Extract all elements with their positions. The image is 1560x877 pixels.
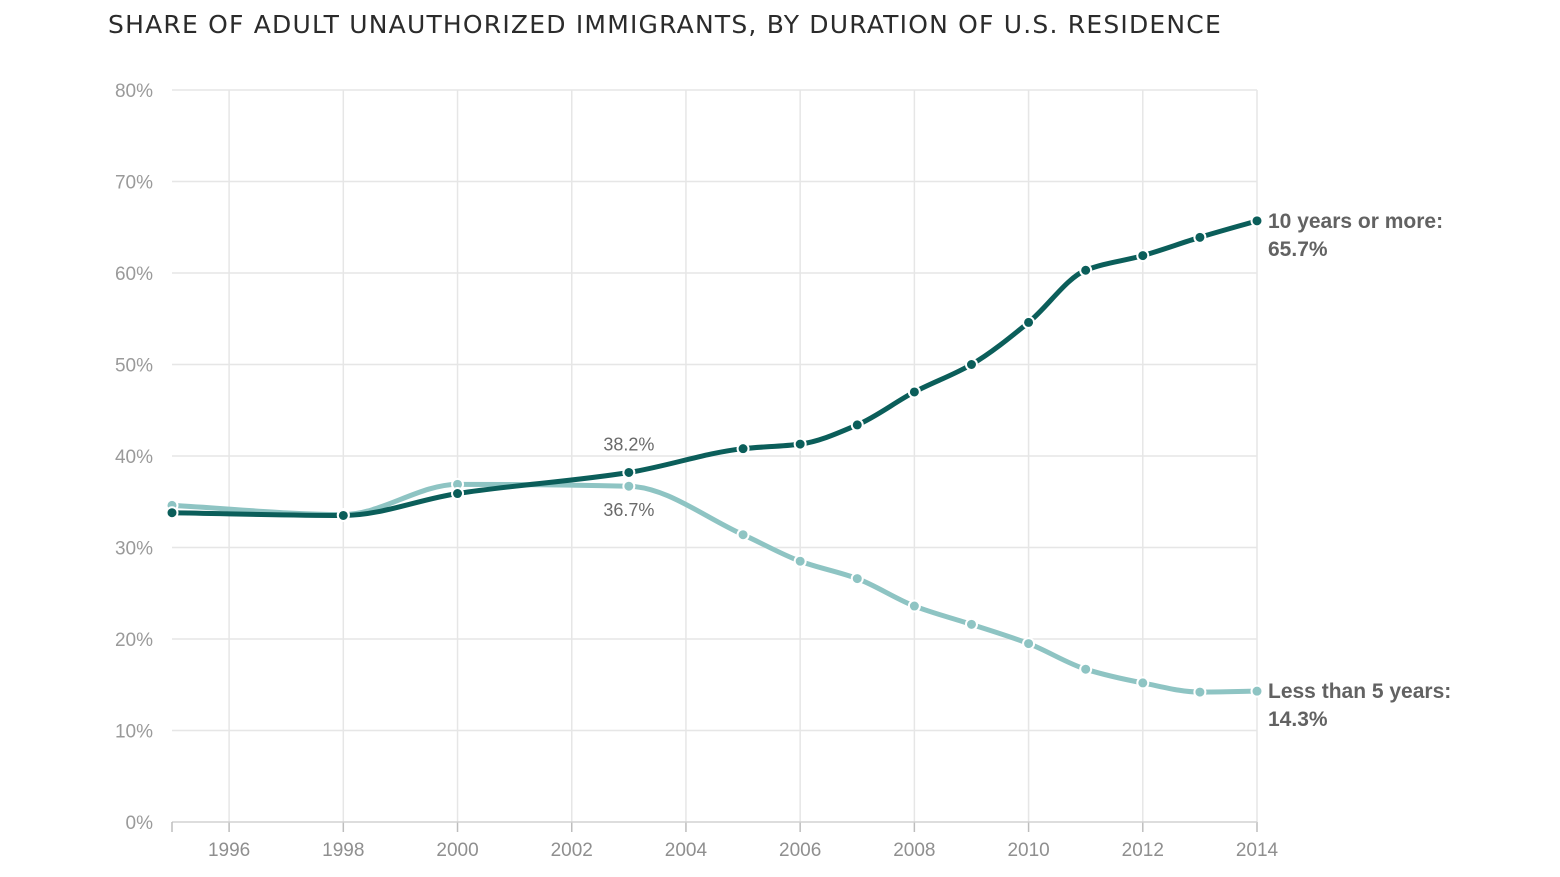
data-point-10-years-or-more — [1136, 249, 1150, 263]
x-tick-label: 2014 — [1236, 840, 1279, 861]
x-tick-label: 2000 — [436, 840, 478, 861]
axes — [171, 821, 1258, 832]
data-point-less-than-5-years — [1193, 685, 1207, 699]
data-label: 36.7% — [603, 500, 654, 520]
x-tick-label: 2004 — [665, 840, 708, 861]
y-tick-label: 50% — [115, 356, 153, 377]
x-tick-label: 2006 — [779, 840, 821, 861]
chart-labels: 0% 10% 20% 30% 40% 50% 60% 70% 80% 1996 1998 2000 20… — [115, 81, 1451, 861]
data-point-less-than-5-years — [1022, 637, 1036, 651]
y-tick-label: 20% — [115, 630, 153, 651]
data-point-10-years-or-more — [1193, 230, 1207, 244]
data-point-10-years-or-more — [1079, 263, 1093, 277]
data-point-10-years-or-more — [1022, 315, 1036, 329]
data-point-less-than-5-years — [1250, 684, 1264, 698]
data-point-less-than-5-years — [1079, 662, 1093, 676]
y-tick-label: 30% — [115, 539, 153, 560]
data-label: 38.2% — [603, 434, 654, 454]
data-point-10-years-or-more — [793, 437, 807, 451]
x-tick-label: 2010 — [1007, 840, 1049, 861]
y-tick-label: 10% — [115, 722, 153, 743]
y-tick-label: 70% — [115, 173, 153, 194]
data-point-10-years-or-more — [907, 385, 921, 399]
series-end-label-10-years-or-more: 65.7% — [1268, 238, 1328, 261]
data-point-less-than-5-years — [736, 528, 750, 542]
data-point-less-than-5-years — [622, 479, 636, 493]
data-point-10-years-or-more — [165, 506, 179, 520]
y-tick-label: 60% — [115, 264, 153, 285]
series-line-10-years-or-more — [169, 218, 1260, 518]
series-end-label-less-than-5-years: 14.3% — [1268, 708, 1328, 731]
series-end-label-less-than-5-years: Less than 5 years: — [1268, 680, 1451, 703]
data-point-10-years-or-more — [622, 465, 636, 479]
data-point-less-than-5-years — [1136, 676, 1150, 690]
x-tick-label: 1996 — [208, 840, 250, 861]
series-points — [165, 214, 1264, 699]
data-point-10-years-or-more — [1250, 214, 1264, 228]
data-point-less-than-5-years — [907, 599, 921, 613]
x-tick-label: 2002 — [551, 840, 593, 861]
data-point-less-than-5-years — [793, 554, 807, 568]
series-lines — [169, 218, 1260, 695]
data-point-10-years-or-more — [736, 442, 750, 456]
x-tick-label: 2008 — [893, 840, 935, 861]
data-point-10-years-or-more — [850, 418, 864, 432]
data-point-10-years-or-more — [451, 487, 465, 501]
x-tick-label: 2012 — [1122, 840, 1164, 861]
y-tick-label: 0% — [126, 813, 154, 834]
chart-title: SHARE OF ADULT UNAUTHORIZED IMMIGRANTS, … — [108, 10, 1222, 39]
data-point-less-than-5-years — [850, 572, 864, 586]
grid — [172, 89, 1258, 822]
x-tick-label: 1998 — [322, 840, 364, 861]
data-point-10-years-or-more — [964, 358, 978, 371]
data-point-less-than-5-years — [964, 617, 978, 631]
data-point-10-years-or-more — [336, 508, 350, 522]
y-tick-label: 40% — [115, 447, 153, 468]
y-tick-label: 80% — [115, 81, 153, 102]
series-line-less-than-5-years — [169, 481, 1260, 695]
series-end-label-10-years-or-more: 10 years or more: — [1268, 210, 1443, 233]
